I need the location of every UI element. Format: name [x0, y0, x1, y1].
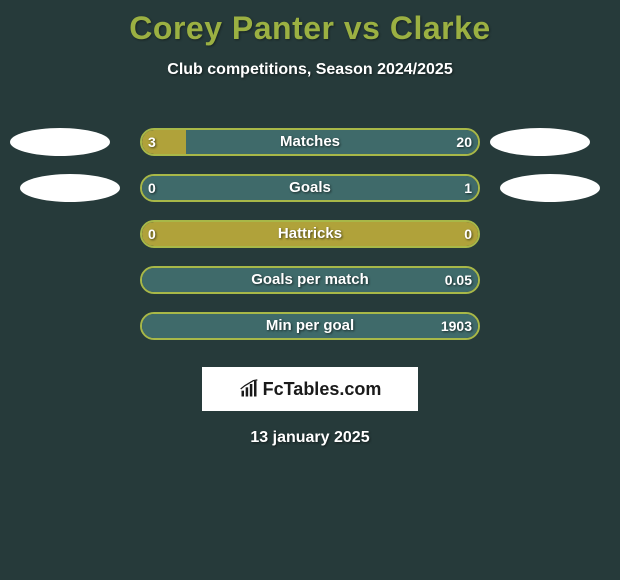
- logo: FcTables.com: [239, 379, 382, 400]
- team-badge-left: [10, 128, 110, 156]
- team-badge-left: [20, 174, 120, 202]
- bar-right-fill: [142, 314, 478, 338]
- bar-right-fill: [142, 268, 478, 292]
- logo-box: FcTables.com: [202, 367, 418, 411]
- bar-track: [140, 174, 480, 202]
- bar-left-fill: [142, 222, 478, 246]
- bar-track: [140, 128, 480, 156]
- stat-row: Hattricks00: [0, 211, 620, 257]
- logo-text: FcTables.com: [263, 379, 382, 400]
- team-badge-right: [500, 174, 600, 202]
- bar-track: [140, 220, 480, 248]
- team-badge-right: [490, 128, 590, 156]
- comparison-rows: Matches320Goals01Hattricks00Goals per ma…: [0, 119, 620, 349]
- bar-track: [140, 312, 480, 340]
- chart-icon: [239, 379, 259, 399]
- stat-row: Min per goal1903: [0, 303, 620, 349]
- stat-row: Goals per match0.05: [0, 257, 620, 303]
- stat-row: Matches320: [0, 119, 620, 165]
- bar-track: [140, 266, 480, 294]
- bar-right-fill: [186, 130, 478, 154]
- bar-right-fill: [142, 176, 478, 200]
- bar-left-fill: [142, 130, 186, 154]
- page-title: Corey Panter vs Clarke: [0, 0, 620, 47]
- date-label: 13 january 2025: [0, 429, 620, 447]
- stat-row: Goals01: [0, 165, 620, 211]
- subtitle: Club competitions, Season 2024/2025: [0, 61, 620, 79]
